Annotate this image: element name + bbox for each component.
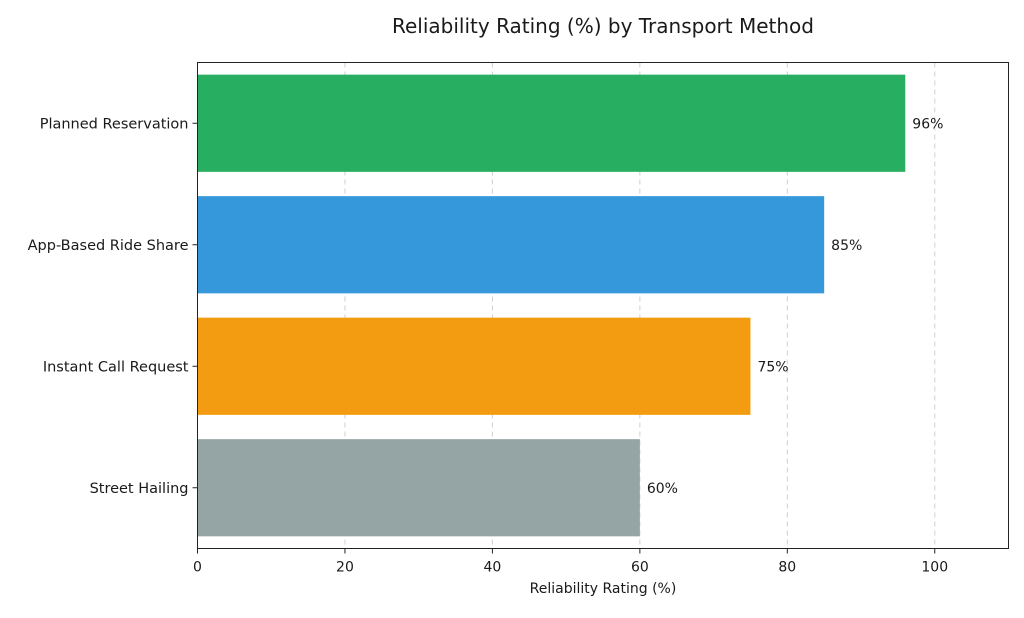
- y-axis-categories: Planned Reservation App-Based Ride Share I…: [28, 116, 198, 497]
- data-label: 96%: [912, 116, 943, 132]
- category-label: Street Hailing: [90, 481, 189, 497]
- x-axis-title: Reliability Rating (%): [530, 581, 677, 597]
- category-label: Planned Reservation: [40, 116, 189, 132]
- bar-planned-reservation: [197, 74, 906, 172]
- chart-title: Reliability Rating (%) by Transport Meth…: [392, 14, 814, 38]
- data-label: 75%: [757, 359, 788, 375]
- x-tick-label-60: 60: [631, 560, 649, 576]
- data-label: 85%: [831, 238, 862, 254]
- x-tick-label-20: 20: [336, 560, 354, 576]
- bar-instant-call-request: [197, 317, 751, 415]
- data-labels: 96% 85% 75% 60%: [647, 116, 944, 497]
- plot-frame: [197, 62, 1009, 549]
- x-tick-label-0: 0: [193, 560, 202, 576]
- x-axis-ticks: 0 20 40 60 80 100: [193, 548, 948, 576]
- bar-app-based-ride-share: [197, 196, 825, 294]
- data-label: 60%: [647, 481, 678, 497]
- category-label: Instant Call Request: [43, 359, 189, 375]
- bar-street-hailing: [197, 439, 640, 537]
- category-label: App-Based Ride Share: [28, 238, 189, 254]
- x-tick-label-100: 100: [921, 560, 948, 576]
- x-tick-label-80: 80: [778, 560, 796, 576]
- x-tick-label-40: 40: [483, 560, 501, 576]
- bars: [197, 74, 906, 537]
